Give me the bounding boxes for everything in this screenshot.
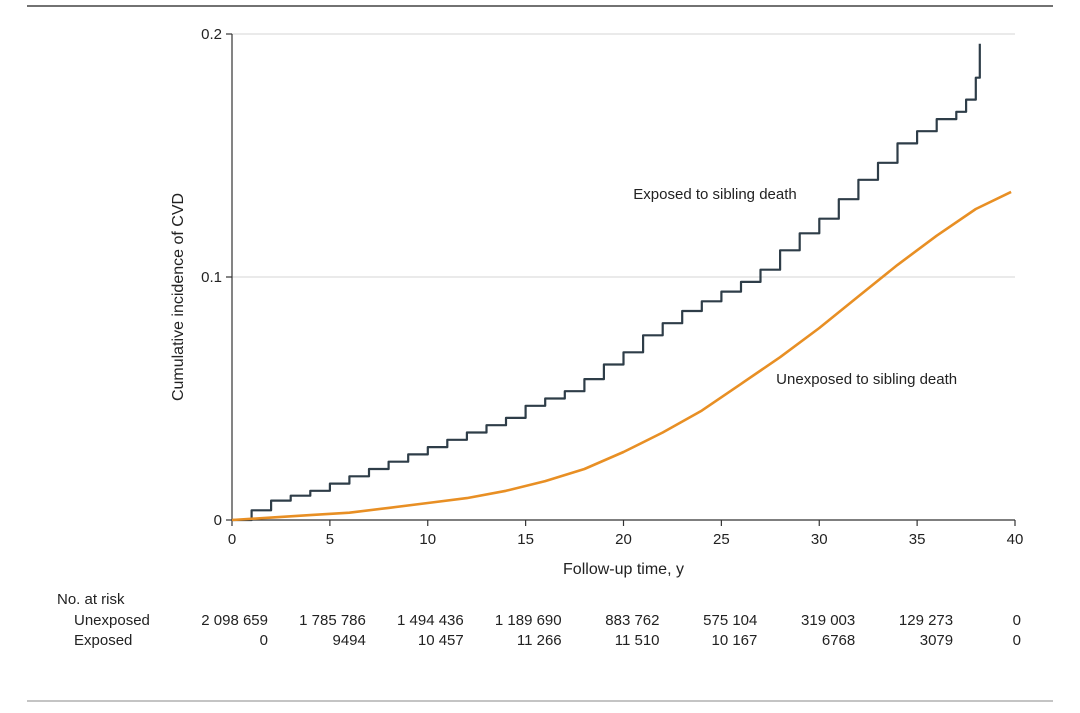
annotation-group: Exposed to sibling death Unexposed to sib… [633, 186, 957, 388]
x-axis-title: Follow-up time, y [563, 561, 684, 578]
series-group [231, 43, 1012, 522]
at-risk-value-0-7: 129 273 [899, 612, 953, 629]
x-tick-label-1: 5 [326, 531, 334, 548]
at-risk-value-1-5: 10 167 [711, 632, 757, 649]
series-line-exposed [232, 43, 981, 522]
at-risk-value-0-2: 1 494 436 [397, 612, 464, 629]
at-risk-value-0-3: 1 189 690 [495, 612, 562, 629]
at-risk-value-0-8: 0 [1013, 612, 1021, 629]
at-risk-value-1-1: 9494 [333, 632, 366, 649]
x-tick-label-4: 20 [615, 531, 632, 548]
y-tick-label-2: 0.2 [201, 26, 222, 43]
at-risk-row-label-1: Exposed [74, 632, 132, 649]
at-risk-row-label-0: Unexposed [74, 612, 150, 629]
x-tick-label-2: 10 [419, 531, 436, 548]
at-risk-value-0-0: 2 098 659 [201, 612, 268, 629]
y-axis-title: Cumulative incidence of CVD [170, 193, 187, 401]
at-risk-value-0-4: 883 762 [605, 612, 659, 629]
x-tick-label-8: 40 [1007, 531, 1024, 548]
y-tick-label-1: 0.1 [201, 269, 222, 286]
at-risk-value-1-0: 0 [260, 632, 268, 649]
at-risk-value-0-6: 319 003 [801, 612, 855, 629]
x-tick-label-0: 0 [228, 531, 236, 548]
at-risk-value-1-7: 3079 [920, 632, 953, 649]
y-tick-label-0: 0 [214, 512, 222, 529]
at-risk-heading: No. at risk [57, 591, 125, 608]
x-tick-label-6: 30 [811, 531, 828, 548]
series-line-unexposed [231, 190, 1012, 522]
at-risk-value-1-3: 11 266 [517, 632, 562, 649]
at-risk-value-0-1: 1 785 786 [299, 612, 366, 629]
x-tick-label-5: 25 [713, 531, 730, 548]
x-tick-label-3: 15 [517, 531, 534, 548]
at-risk-value-1-6: 6768 [822, 632, 855, 649]
series-annotation-0: Exposed to sibling death [633, 186, 796, 203]
series-annotation-1: Unexposed to sibling death [776, 371, 957, 388]
at-risk-value-0-5: 575 104 [703, 612, 757, 629]
x-tick-label-7: 35 [909, 531, 926, 548]
at-risk-value-1-4: 11 510 [615, 632, 660, 649]
at-risk-table: No. at risk Unexposed 2 098 659 1 785 786 1 … [57, 591, 1021, 649]
axes: 0 0.1 0.2 0 5 10 15 20 25 30 35 40 Follow-up time, y… [170, 26, 1023, 578]
at-risk-value-1-8: 0 [1013, 632, 1021, 649]
at-risk-value-1-2: 10 457 [418, 632, 464, 649]
